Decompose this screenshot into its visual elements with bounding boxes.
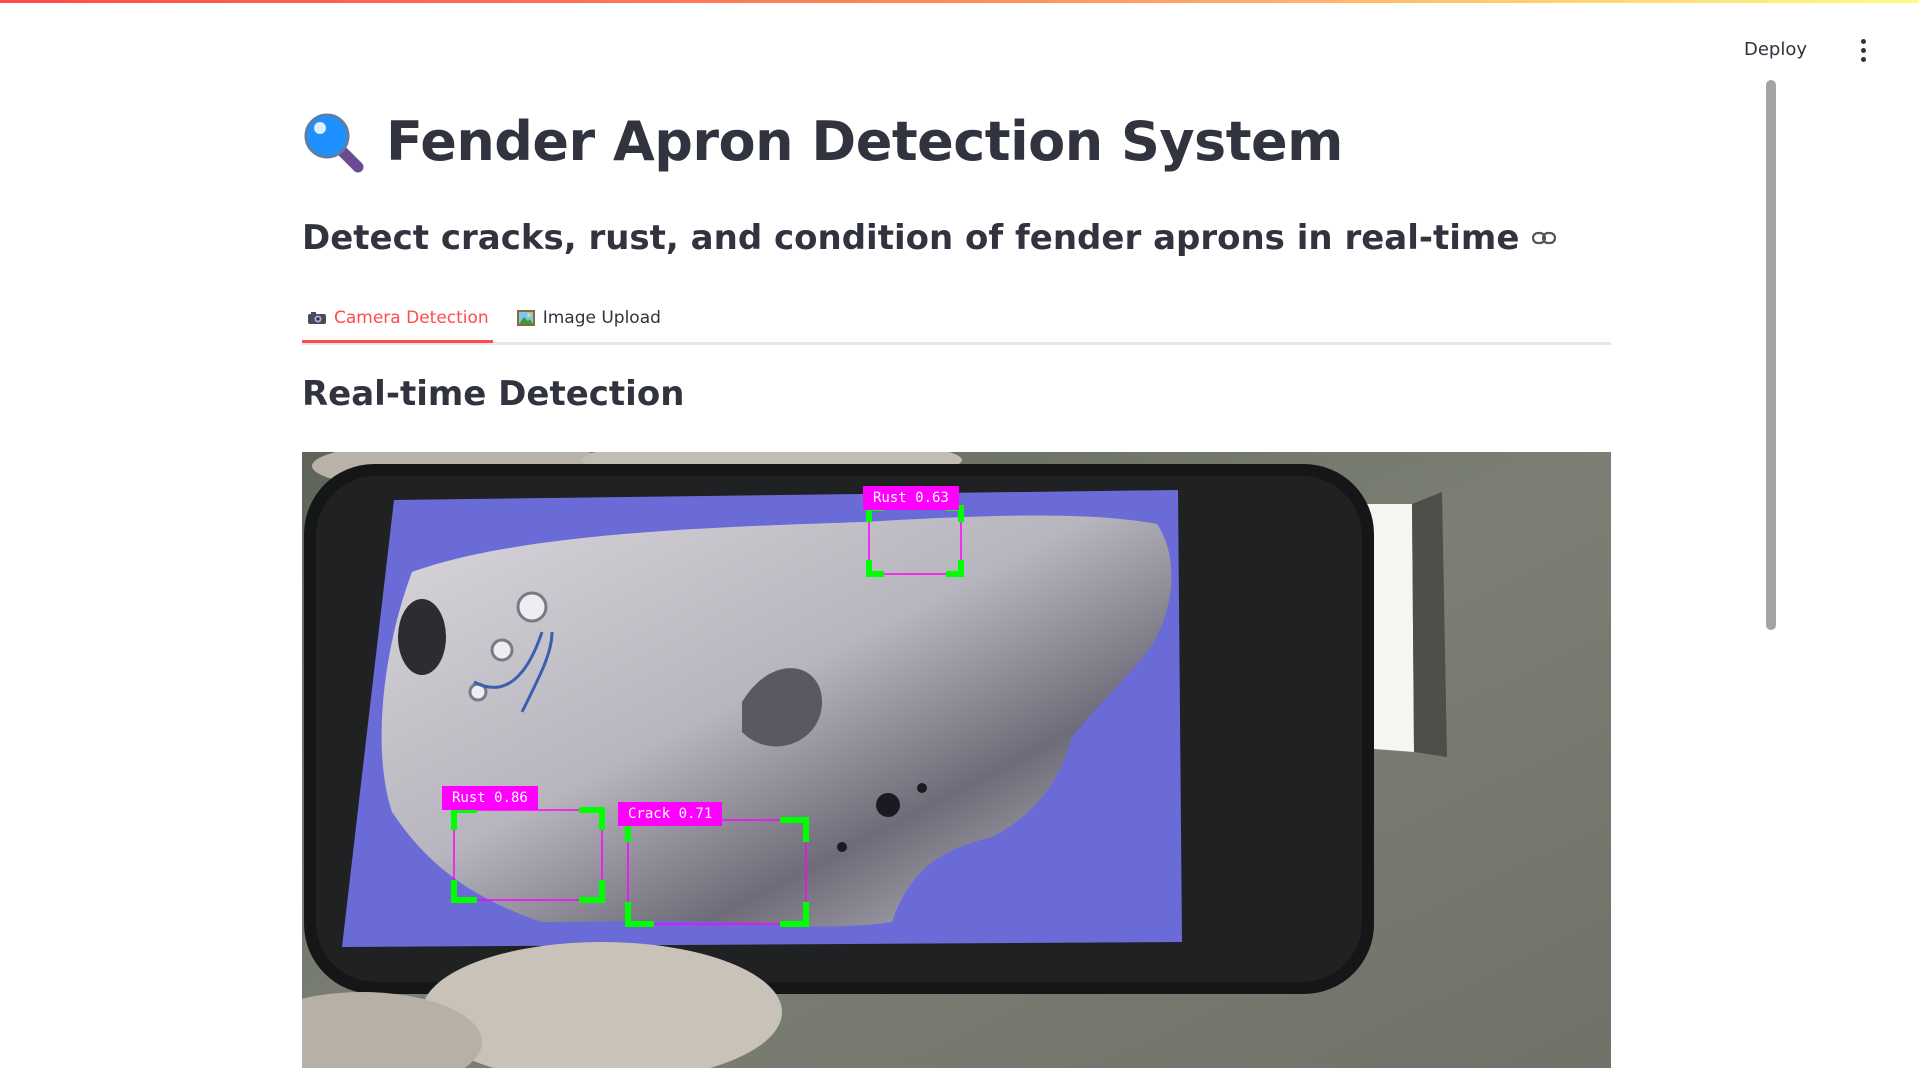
page-subtitle: Detect cracks, rust, and condition of fe… [302, 218, 1520, 258]
scrollbar[interactable] [1766, 80, 1776, 630]
detection-label-rust: Rust 0.86 [442, 786, 538, 810]
vertical-dots-icon[interactable] [1851, 37, 1875, 65]
tab-camera-detection[interactable]: Camera Detection [302, 296, 493, 343]
tab-label: Image Upload [542, 308, 661, 328]
section-heading: Real-time Detection [302, 374, 685, 414]
top-decoration-bar [0, 0, 1919, 3]
deploy-button[interactable]: Deploy [1743, 39, 1807, 60]
tab-label: Camera Detection [334, 308, 489, 328]
detection-label-crack: Crack 0.71 [618, 802, 723, 826]
page-title: Fender Apron Detection System [386, 110, 1343, 173]
picture-icon [515, 309, 537, 327]
detection-label-rust: Rust 0.63 [863, 486, 959, 510]
link-icon[interactable] [1531, 225, 1557, 251]
magnifying-glass-icon [302, 111, 364, 173]
subtitle-row: Detect cracks, rust, and condition of fe… [302, 218, 1557, 258]
tab-image-upload[interactable]: Image Upload [511, 296, 665, 340]
camera-feed-image [302, 452, 1611, 1068]
app-header: Deploy [0, 3, 1919, 93]
camera-icon [306, 309, 328, 327]
tab-bar: Camera Detection Image Upload [302, 296, 1611, 345]
page-title-row: Fender Apron Detection System [302, 110, 1343, 173]
camera-feed: Rust 0.63 Rust 0.86 Crack 0.71 [302, 452, 1611, 1068]
